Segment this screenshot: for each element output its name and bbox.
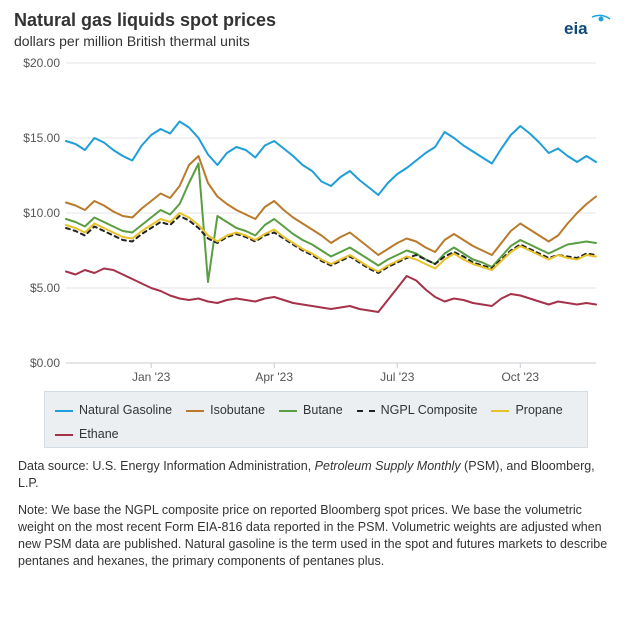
svg-text:Jul '23: Jul '23 — [380, 370, 415, 384]
chart-subtitle: dollars per million British thermal unit… — [14, 33, 562, 49]
legend-label: Isobutane — [210, 400, 265, 421]
eia-logo: eia — [562, 14, 612, 38]
legend-swatch — [186, 410, 204, 412]
legend-swatch — [279, 410, 297, 412]
legend-label: NGPL Composite — [381, 400, 478, 421]
legend-swatch — [491, 410, 509, 412]
svg-text:Apr '23: Apr '23 — [255, 370, 293, 384]
legend-item[interactable]: Butane — [279, 400, 343, 421]
svg-text:Oct '23: Oct '23 — [501, 370, 539, 384]
svg-text:Jan '23: Jan '23 — [132, 370, 171, 384]
legend-swatch — [55, 410, 73, 412]
data-source-note: Data source: U.S. Energy Information Adm… — [18, 458, 608, 492]
legend-label: Butane — [303, 400, 343, 421]
svg-text:$5.00: $5.00 — [30, 281, 60, 295]
chart-title: Natural gas liquids spot prices — [14, 10, 562, 31]
legend-swatch — [357, 410, 375, 412]
svg-text:$15.00: $15.00 — [23, 131, 60, 145]
legend-item[interactable]: Ethane — [55, 424, 119, 445]
svg-text:$20.00: $20.00 — [23, 56, 60, 70]
legend-item[interactable]: Propane — [491, 400, 562, 421]
legend-item[interactable]: Natural Gasoline — [55, 400, 172, 421]
chart-legend: Natural Gasoline Isobutane Butane NGPL Comp… — [44, 391, 588, 448]
line-chart: $0.00 $5.00 $10.00 $15.00 $20.00 Jan '23 Apr '… — [14, 55, 612, 385]
legend-label: Natural Gasoline — [79, 400, 172, 421]
legend-label: Propane — [515, 400, 562, 421]
data-source-text: Data source: U.S. Energy Information Adm… — [18, 459, 315, 473]
svg-text:$10.00: $10.00 — [23, 206, 60, 220]
legend-swatch — [55, 434, 73, 436]
data-source-italic: Petroleum Supply Monthly — [315, 459, 461, 473]
chart-header: Natural gas liquids spot prices dollars … — [14, 10, 612, 55]
legend-item[interactable]: Isobutane — [186, 400, 265, 421]
chart-note: Note: We base the NGPL composite price o… — [18, 502, 608, 570]
legend-label: Ethane — [79, 424, 119, 445]
svg-text:eia: eia — [564, 19, 588, 38]
legend-item[interactable]: NGPL Composite — [357, 400, 478, 421]
svg-text:$0.00: $0.00 — [30, 356, 60, 370]
